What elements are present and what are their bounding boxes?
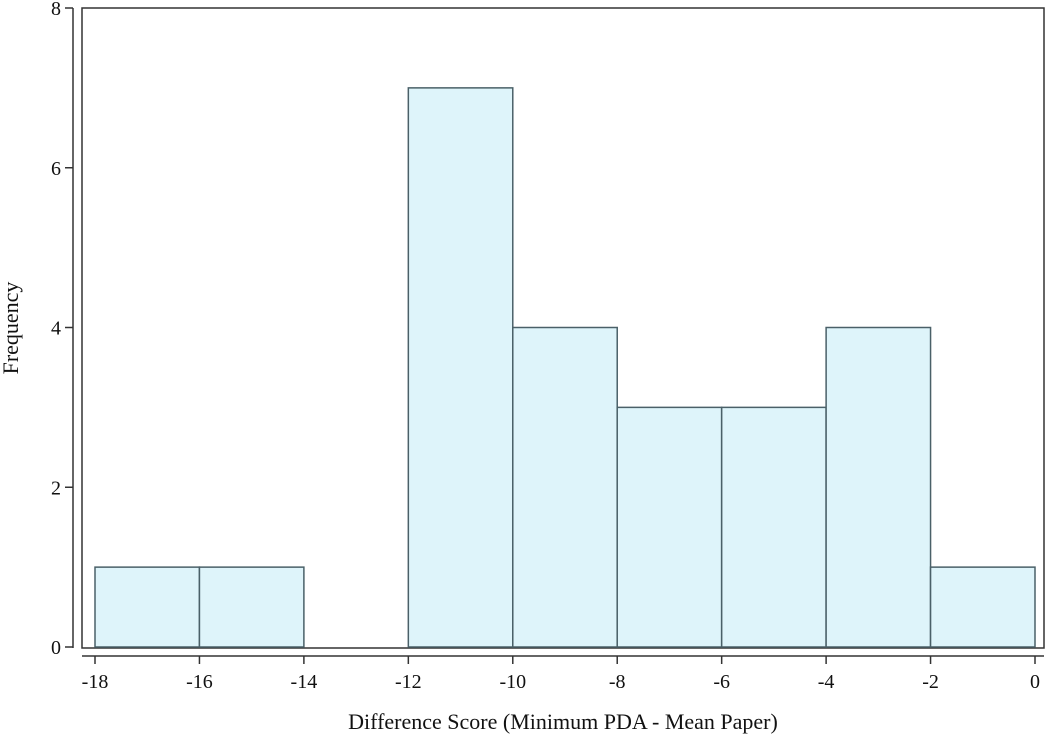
y-tick-label: 0 xyxy=(51,637,61,659)
x-tick-label: -2 xyxy=(922,671,939,693)
y-tick-label: 8 xyxy=(51,0,61,20)
x-tick-label: -4 xyxy=(818,671,835,693)
x-tick-label: -12 xyxy=(395,671,422,693)
y-tick-label: 2 xyxy=(51,477,61,499)
x-tick-label: -6 xyxy=(713,671,730,693)
histogram-bar xyxy=(929,566,1036,648)
histogram-bar xyxy=(198,566,305,648)
plot-frame xyxy=(81,7,1045,649)
y-axis: 0 2 4 6 8 xyxy=(51,0,74,659)
x-tick-label: 0 xyxy=(1030,671,1040,693)
x-tick-label: -8 xyxy=(609,671,626,693)
bars-group xyxy=(94,87,1036,648)
y-tick-label: 6 xyxy=(51,158,61,180)
x-axis: -18 -16 -14 -12 -10 -8 -6 -4 -2 0 xyxy=(82,655,1044,693)
y-tick-label: 4 xyxy=(51,318,61,340)
histogram-bar xyxy=(825,326,932,648)
histogram-bar xyxy=(616,406,723,648)
x-tick-label: -18 xyxy=(82,671,109,693)
histogram-bar xyxy=(720,406,827,648)
x-tick-label: -16 xyxy=(186,671,213,693)
x-axis-title: Difference Score (Minimum PDA - Mean Pap… xyxy=(348,709,778,734)
y-axis-title: Frequency xyxy=(0,282,23,375)
histogram-bar xyxy=(512,326,618,648)
histogram-bar xyxy=(94,566,201,648)
x-tick-label: -10 xyxy=(499,671,526,693)
x-tick-label: -14 xyxy=(291,671,318,693)
histogram-bar xyxy=(407,87,514,648)
